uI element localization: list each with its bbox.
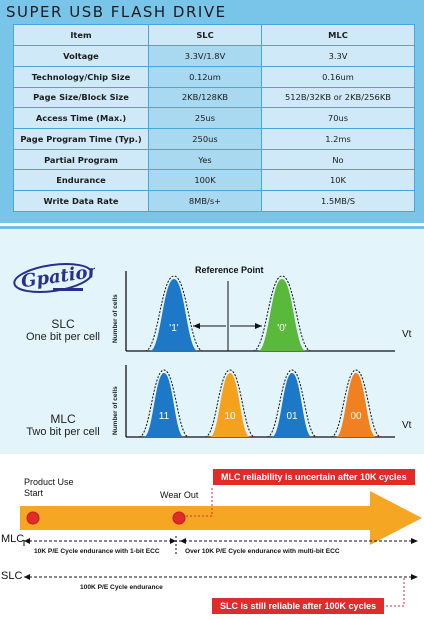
row-mlc: 1.2ms: [261, 127, 415, 150]
slc-peak-outline: [144, 275, 204, 352]
slc-y-axis-label: Number of cells: [112, 294, 119, 343]
slc-peak-label: '1': [169, 323, 178, 334]
row-mlc: 1.5MB/S: [261, 190, 415, 212]
mlc-peak: [144, 373, 184, 437]
page-title: SUPER USB FLASH DRIVE: [6, 3, 227, 21]
mlc-reliability-note: MLC reliability is uncertain after 10K c…: [213, 469, 415, 485]
slc-sublabel: One bit per cell: [26, 331, 100, 343]
row-item: Endurance: [13, 169, 149, 192]
slc-row-label: SLC: [1, 570, 23, 582]
distribution-diagram: '1' '0' 11 10 01 00: [125, 271, 395, 438]
row-slc: 100K: [148, 169, 262, 192]
spec-section: SUPER USB FLASH DRIVE Item SLC MLC Volta…: [0, 0, 424, 223]
row-item: Page Program Time (Typ.): [13, 127, 149, 150]
mlc-peak-label: 00: [350, 411, 362, 422]
mlc-peak-outline: [204, 369, 256, 438]
mlc-peak: [272, 373, 312, 437]
row-slc: 8MB/s+: [148, 190, 262, 212]
row-slc: Yes: [148, 148, 262, 171]
lifecycle-diagram: [20, 487, 422, 607]
table-header-row: Item SLC MLC: [13, 23, 415, 47]
row-item: Voltage: [13, 45, 149, 67]
slc-peak-outline: [252, 275, 312, 352]
table-row: Write Data Rate 8MB/s+ 1.5MB/S: [13, 190, 415, 212]
slc-reliability-note: SLC is still reliable after 100K cycles: [212, 598, 385, 614]
table-row: Page Size/Block Size 2KB/128KB 512B/32KB o…: [13, 86, 415, 109]
row-item: Technology/Chip Size: [13, 65, 149, 88]
row-slc: 25us: [148, 107, 262, 129]
table-row: Page Program Time (Typ.) 250us 1.2ms: [13, 127, 415, 150]
lifecycle-section: Product Use Start Wear Out MLC reliabili…: [0, 454, 424, 619]
row-item: Page Size/Block Size: [13, 86, 149, 109]
mlc-y-axis-label: Number of cells: [112, 386, 119, 435]
row-mlc: 10K: [261, 169, 415, 192]
spec-table: Item SLC MLC Voltage 3.3V/1.8V 3.3V Techno…: [13, 23, 415, 212]
mlc-sublabel: Two bit per cell: [26, 426, 100, 438]
reference-point-label: Reference Point: [195, 265, 264, 275]
mlc-peak: [336, 373, 376, 437]
mlc-peak-outline: [266, 369, 318, 438]
table-row: Endurance 100K 10K: [13, 169, 415, 192]
mlc-peak-label: 11: [159, 411, 170, 422]
row-slc: 2KB/128KB: [148, 86, 262, 109]
row-mlc: 0.16um: [261, 65, 415, 88]
mlc-peak-outline: [138, 369, 190, 438]
slc-label-block: SLC One bit per cell: [8, 318, 118, 344]
column-header-slc: SLC: [148, 23, 262, 47]
row-item: Partial Program: [13, 148, 149, 171]
mlc-x-axis-label: Vt: [402, 420, 412, 431]
table-row: Technology/Chip Size 0.12um 0.16um: [13, 65, 415, 88]
row-slc: 3.3V/1.8V: [148, 45, 262, 67]
mlc-segment-2-label: Over 10K P/E Cycle endurance with multi-…: [185, 548, 340, 555]
row-item: Access Time (Max.): [13, 107, 149, 129]
slc-label: SLC: [51, 317, 75, 331]
mlc-peak: [210, 373, 250, 437]
row-mlc: 3.3V: [261, 45, 415, 67]
column-header-mlc: MLC: [261, 23, 415, 47]
mlc-segment-1-label: 10K P/E Cycle endurance with 1-bit ECC: [34, 548, 160, 555]
slc-x-axis-label: Vt: [402, 329, 412, 340]
slc-peak: [150, 279, 198, 351]
table-row: Access Time (Max.) 25us 70us: [13, 107, 415, 129]
row-slc: 250us: [148, 127, 262, 150]
mlc-peak-label: 01: [286, 411, 298, 422]
row-mlc: 512B/32KB or 2KB/256KB: [261, 86, 415, 109]
slc-peak-label: '0': [277, 323, 286, 334]
product-use-start-label: Product Use Start: [24, 477, 74, 498]
mlc-peak-label: 10: [224, 411, 236, 422]
mlc-label: MLC: [50, 412, 76, 426]
table-row: Voltage 3.3V/1.8V 3.3V: [13, 45, 415, 67]
table-row: Partial Program Yes No: [13, 148, 415, 171]
row-slc: 0.12um: [148, 65, 262, 88]
wear-out-label: Wear Out: [160, 490, 199, 500]
mlc-row-label: MLC: [1, 533, 25, 545]
slc-segment-label: 100K P/E Cycle endurance: [80, 584, 163, 591]
row-mlc: 70us: [261, 107, 415, 129]
row-item: Write Data Rate: [13, 190, 149, 212]
column-header-item: Item: [13, 23, 149, 47]
row-mlc: No: [261, 148, 415, 171]
mlc-peak-outline: [330, 369, 382, 438]
slc-peak: [258, 279, 306, 351]
mlc-label-block: MLC Two bit per cell: [8, 413, 118, 439]
company-logo: Gpation: [13, 258, 102, 303]
distribution-section: Gpation SLC One bit per cell MLC Two bit…: [0, 226, 424, 454]
